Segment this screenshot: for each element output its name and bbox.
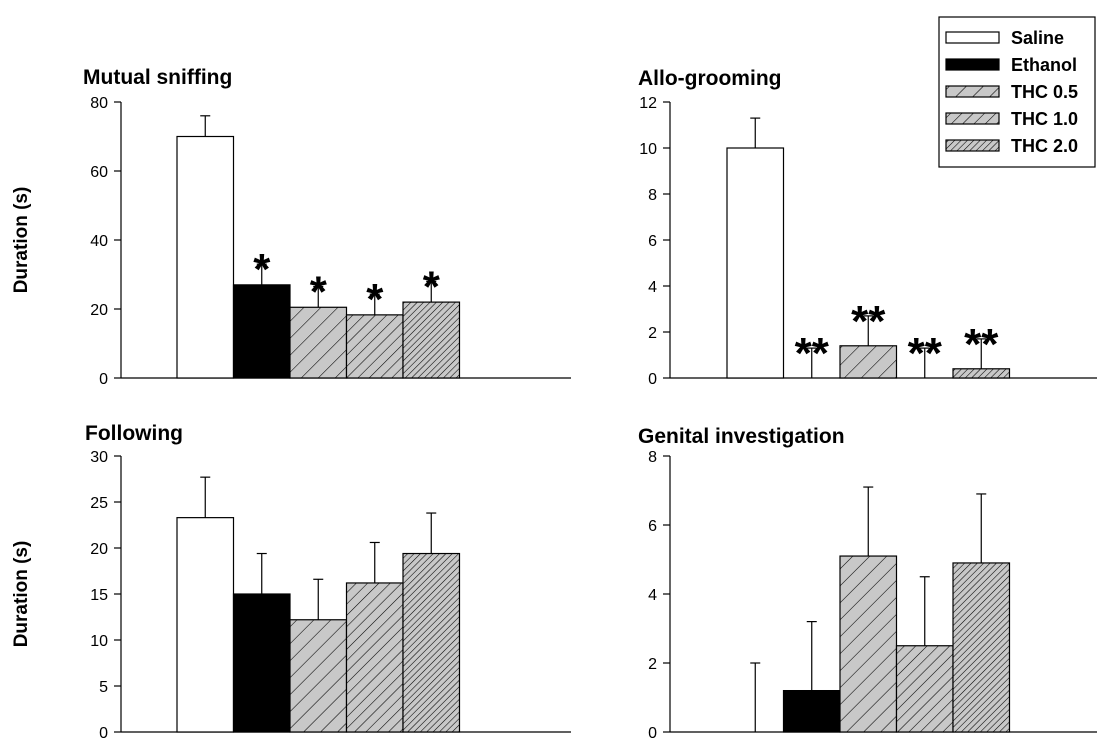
bar-3 — [289, 619, 348, 733]
y-tick-label: 20 — [90, 541, 108, 558]
bar-1 — [726, 147, 785, 379]
bar-2 — [782, 689, 841, 733]
bar-3 — [289, 306, 348, 379]
bar-5 — [952, 368, 1011, 379]
bar-4 — [895, 645, 954, 733]
y-tick-label: 0 — [648, 371, 657, 388]
bar-3 — [839, 345, 898, 379]
chart-panel-1: Mutual sniffing Duration (s) 0 20 40 60 80 * * * * — [11, 66, 571, 388]
y-tick-label: 8 — [648, 187, 657, 204]
y-axis-label: Duration (s) — [11, 541, 32, 648]
legend-swatch — [945, 139, 1000, 152]
significance-mark: * — [423, 262, 441, 311]
y-tick-label: 8 — [648, 449, 657, 466]
y-tick-label: 2 — [648, 325, 657, 342]
panel-title: Mutual sniffing — [83, 66, 232, 89]
y-tick-label: 10 — [90, 633, 108, 650]
y-tick-label: 4 — [648, 587, 657, 604]
legend-label: Ethanol — [1011, 55, 1077, 75]
y-tick-label: 25 — [90, 495, 108, 512]
y-tick-label: 30 — [90, 449, 108, 466]
legend-label: THC 2.0 — [1011, 136, 1078, 156]
chart-panel-2: Allo-grooming 0 2 4 6 8 10 12 ** ** ** ** — [638, 67, 1097, 388]
bar-2 — [232, 284, 291, 379]
y-tick-label: 10 — [639, 141, 657, 158]
y-tick-label: 0 — [648, 725, 657, 738]
y-tick-label: 0 — [99, 725, 108, 738]
legend-label: THC 0.5 — [1011, 82, 1078, 102]
legend-swatch — [945, 31, 1000, 44]
y-tick-label: 2 — [648, 656, 657, 673]
bar-5 — [952, 562, 1011, 733]
significance-mark: ** — [908, 329, 943, 378]
bar-3 — [839, 555, 898, 733]
y-tick-label: 0 — [99, 371, 108, 388]
legend-swatch — [945, 85, 1000, 98]
legend-swatch — [945, 112, 1000, 125]
bar-4 — [345, 314, 404, 379]
significance-mark: ** — [851, 297, 886, 346]
y-tick-label: 12 — [639, 95, 657, 112]
significance-mark: * — [310, 268, 328, 317]
legend-label: Saline — [1011, 28, 1064, 48]
significance-mark: ** — [964, 320, 999, 369]
bar-5 — [402, 552, 461, 733]
bar-1 — [176, 135, 235, 379]
y-tick-label: 4 — [648, 279, 657, 296]
significance-mark: * — [253, 245, 271, 294]
y-tick-label: 5 — [99, 679, 108, 696]
legend: Saline Ethanol THC 0.5 THC 1.0 THC 2.0 — [938, 16, 1096, 168]
significance-mark: ** — [795, 329, 830, 378]
y-tick-label: 40 — [90, 233, 108, 250]
bar-5 — [402, 301, 461, 379]
panel-title: Genital investigation — [638, 425, 845, 448]
y-tick-label: 60 — [90, 164, 108, 181]
bar-4 — [345, 582, 404, 733]
panel-title: Allo-grooming — [638, 67, 781, 90]
y-tick-label: 15 — [90, 587, 108, 604]
legend-swatch — [945, 58, 1000, 71]
chart-panel-3: Following Duration (s) 0 5 10 15 20 25 30 — [11, 422, 571, 738]
y-tick-label: 20 — [90, 302, 108, 319]
legend-label: THC 1.0 — [1011, 109, 1078, 129]
significance-mark: * — [366, 275, 384, 324]
chart-panel-4: Genital investigation 0 2 4 6 8 — [638, 425, 1097, 738]
y-tick-label: 80 — [90, 95, 108, 112]
y-axis-label: Duration (s) — [11, 187, 32, 294]
bar-2 — [232, 593, 291, 733]
y-tick-label: 6 — [648, 518, 657, 535]
bar-1 — [176, 517, 235, 733]
y-tick-label: 6 — [648, 233, 657, 250]
panel-title: Following — [85, 422, 183, 445]
